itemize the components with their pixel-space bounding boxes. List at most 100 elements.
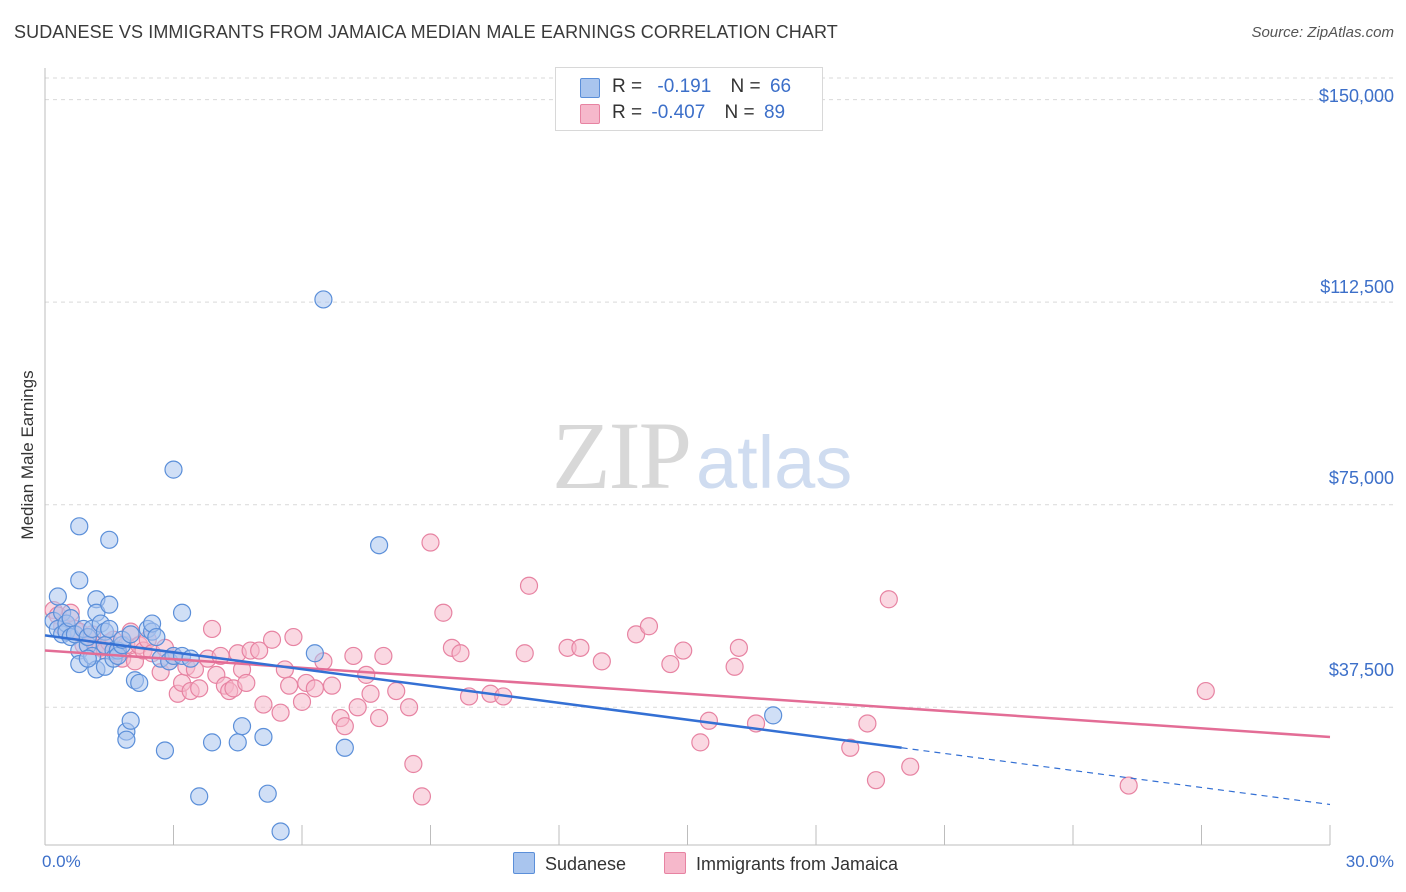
data-point-jamaica [639,617,659,636]
data-point-jamaica [202,619,222,639]
data-point-sudanese [130,673,149,693]
data-point-jamaica [434,603,453,622]
data-point-sudanese [48,587,67,606]
data-point-jamaica [275,660,294,679]
axes [44,68,1331,846]
legend-r-value: -0.407 [651,102,706,123]
bottom-legend-jamaica: Immigrants from Jamaica [664,852,898,875]
trend-line-sudanese [44,634,902,750]
data-point-jamaica [361,684,380,703]
legend-n-label: N = [724,102,755,123]
legend-r-label: R = [612,76,643,97]
x-tick-label-min: 0.0% [42,852,81,871]
data-point-sudanese [70,571,89,590]
trend-line-sudanese-extension [901,747,1331,806]
legend-n-value: 89 [763,102,786,123]
data-point-jamaica [858,714,877,733]
legend-r-value: -0.191 [657,76,712,97]
data-point-jamaica [271,703,290,722]
data-point-sudanese [155,741,175,760]
data-point-jamaica [421,533,440,552]
bottom-legend-swatch-jamaica [664,852,686,874]
data-point-jamaica [626,625,646,644]
trend-lines [44,634,1331,806]
data-point-jamaica [262,630,282,649]
data-point-jamaica [292,692,312,711]
data-point-jamaica [592,652,611,671]
x-tick-label-max: 30.0% [1345,852,1394,871]
data-point-sudanese [258,784,277,803]
data-point-jamaica [1196,681,1215,701]
bottom-legend-label-sudanese: Sudanese [545,854,627,874]
data-point-jamaica [674,641,693,660]
data-point-sudanese [117,730,136,749]
data-point-sudanese [202,733,222,752]
legend-swatch-sudanese [580,78,600,98]
data-point-jamaica [399,698,419,717]
data-point-jamaica [691,733,710,752]
legend-swatch-jamaica [580,104,600,124]
bottom-legend-swatch-sudanese [513,852,535,874]
data-point-sudanese [147,627,166,647]
data-point-jamaica [357,665,376,684]
data-point-jamaica [250,641,269,660]
data-point-sudanese [335,738,354,757]
data-point-jamaica [254,695,273,714]
data-point-jamaica [1119,776,1138,795]
data-point-sudanese [271,822,290,841]
data-point-jamaica [725,657,744,676]
data-point-jamaica [280,676,299,695]
bottom-legend-sudanese: Sudanese [513,852,626,875]
data-point-jamaica [515,644,534,663]
data-point-jamaica [571,638,590,657]
legend-r-label: R = [612,102,643,123]
data-point-jamaica [387,681,406,701]
data-point-jamaica [284,627,303,647]
data-point-jamaica [374,646,393,666]
data-point-sudanese [100,619,119,639]
data-point-jamaica [305,679,324,698]
data-point-jamaica [451,644,470,663]
data-point-sudanese [305,644,324,663]
data-point-sudanese [70,517,89,536]
data-point-jamaica [322,676,342,695]
y-tick-label: $112,500 [1320,277,1394,297]
data-point-jamaica [661,654,680,674]
trend-line-jamaica [44,649,1331,739]
data-point-sudanese [121,711,140,730]
data-point-jamaica [519,576,539,595]
data-point-jamaica [866,771,886,790]
data-point-jamaica [237,673,256,693]
data-point-sudanese [100,530,119,549]
bottom-legend-label-jamaica: Immigrants from Jamaica [696,854,899,874]
grid-lines [45,77,1395,708]
data-point-jamaica [841,738,860,757]
data-point-jamaica [335,717,354,736]
data-point-sudanese [172,603,192,622]
data-point-sudanese [232,717,252,736]
data-point-sudanese [764,706,783,725]
data-point-sudanese [254,727,273,747]
data-point-jamaica [348,698,367,717]
data-point-jamaica [879,590,898,609]
legend-n-label: N = [730,76,761,97]
data-point-jamaica [190,679,209,698]
series-sudanese-points [44,290,783,841]
data-point-jamaica [901,757,920,776]
source-label: Source: ZipAtlas.com [1251,24,1394,41]
correlation-legend: R = -0.191 N = 66 R = -0.407 N = 89 [555,67,823,131]
chart-title: SUDANESE VS IMMIGRANTS FROM JAMAICA MEDI… [14,22,838,42]
legend-n-value: 66 [769,76,792,97]
data-point-jamaica [370,708,389,728]
y-axis-label: Median Male Earnings [18,370,37,540]
data-point-jamaica [404,754,423,774]
data-point-sudanese [121,625,140,644]
data-point-sudanese [100,595,119,614]
data-point-sudanese [164,460,183,479]
data-point-sudanese [190,787,209,806]
y-tick-label: $75,000 [1328,468,1394,488]
data-point-sudanese [370,536,389,555]
series-jamaica-points [44,533,1215,806]
y-tick-label: $37,500 [1328,660,1394,680]
